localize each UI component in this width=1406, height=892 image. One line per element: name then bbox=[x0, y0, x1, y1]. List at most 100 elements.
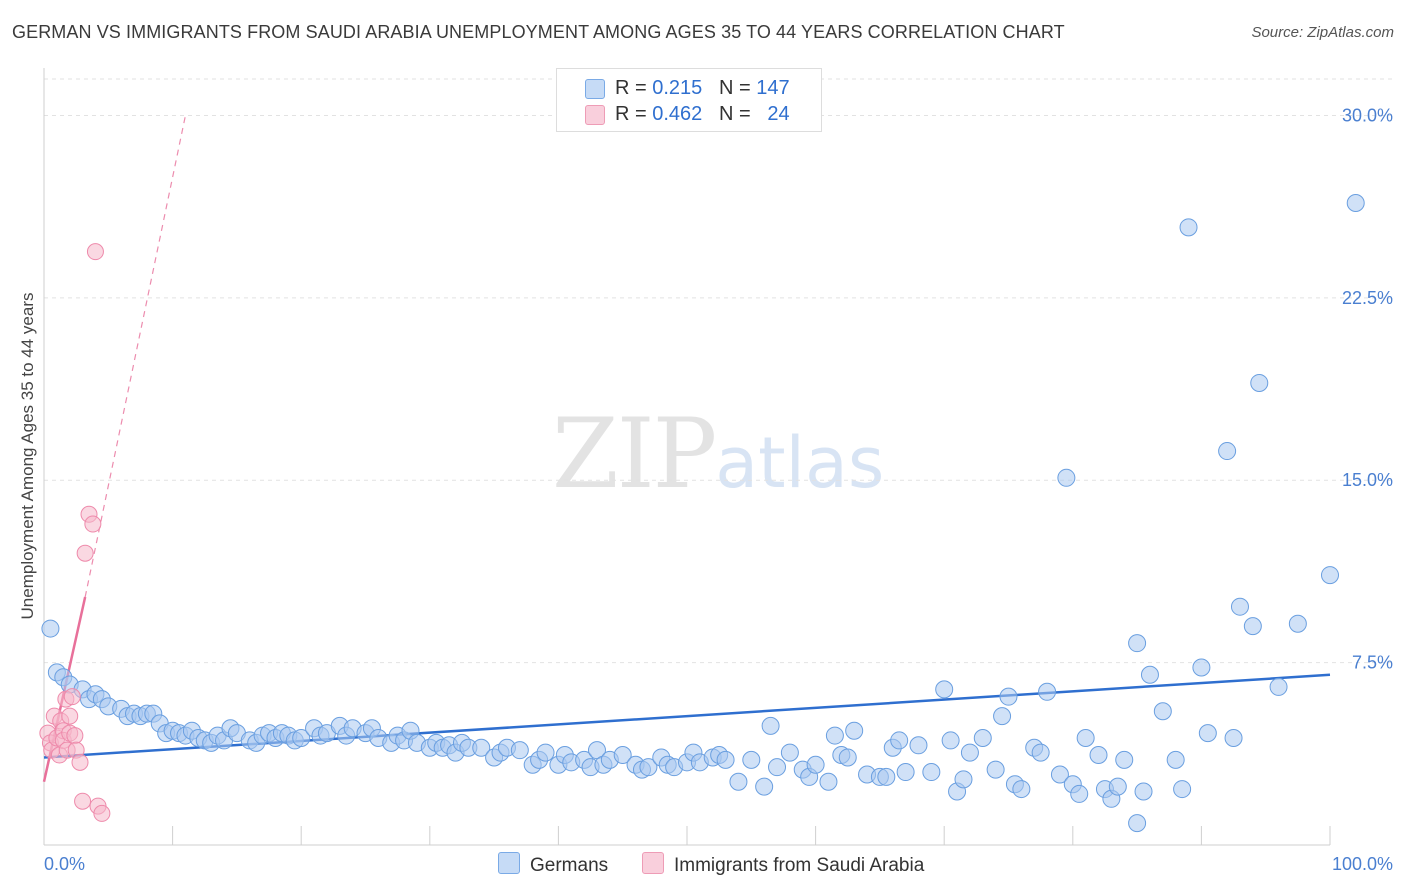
germans-point bbox=[993, 707, 1012, 726]
saudi-point bbox=[84, 515, 102, 533]
germans-point bbox=[780, 743, 799, 762]
germans-point bbox=[1269, 677, 1288, 696]
germans-point bbox=[41, 619, 60, 638]
saudi-point bbox=[71, 753, 89, 771]
germans-point bbox=[819, 772, 838, 791]
germans-point bbox=[768, 758, 787, 777]
germans-point bbox=[1346, 194, 1365, 213]
germans-point bbox=[1031, 743, 1050, 762]
germans-point bbox=[1057, 468, 1076, 487]
germans-points bbox=[41, 194, 1365, 833]
legend-r-label: R = bbox=[615, 103, 653, 125]
grid-lines bbox=[44, 78, 1392, 664]
germans-trend-line bbox=[43, 673, 1331, 759]
germans-point bbox=[716, 750, 735, 769]
germans-point bbox=[838, 748, 857, 767]
legend-swatch-germans bbox=[585, 79, 605, 99]
saudi-point bbox=[76, 544, 94, 562]
germans-point bbox=[1140, 665, 1159, 684]
legend-r-value: 0.462 bbox=[652, 103, 703, 125]
saudi-point bbox=[61, 707, 79, 725]
axes bbox=[43, 68, 1331, 846]
y-tick-label: 7.5% bbox=[1352, 653, 1393, 673]
germans-point bbox=[877, 767, 896, 786]
germans-point bbox=[755, 777, 774, 796]
bottom-legend-swatch-saudi bbox=[642, 852, 664, 874]
germans-point bbox=[1321, 566, 1339, 585]
germans-point bbox=[954, 770, 973, 789]
germans-point bbox=[1153, 702, 1172, 721]
germans-point bbox=[472, 738, 491, 757]
watermark-zip: ZIP bbox=[552, 398, 717, 510]
watermark: ZIPatlas bbox=[552, 398, 884, 510]
germans-point bbox=[1250, 373, 1269, 392]
germans-point bbox=[935, 680, 954, 699]
bottom-legend-label-germans: Germans bbox=[530, 855, 609, 876]
legend-r-label: R = bbox=[615, 77, 653, 99]
germans-point bbox=[1224, 729, 1243, 748]
germans-point bbox=[1050, 765, 1069, 784]
germans-point bbox=[761, 716, 780, 735]
legend-r-value: 0.215 bbox=[652, 77, 703, 99]
saudi-points bbox=[39, 243, 111, 822]
legend: R = 0.215 N = 147 R = 0.462 N = 24 bbox=[556, 68, 822, 132]
legend-swatch-saudi bbox=[585, 105, 605, 125]
germans-point bbox=[510, 741, 529, 760]
germans-point bbox=[999, 687, 1018, 706]
saudi-point bbox=[93, 804, 111, 822]
germans-point bbox=[613, 746, 632, 765]
saudi-trend-extension bbox=[84, 115, 187, 598]
germans-point bbox=[1134, 782, 1153, 801]
germans-point bbox=[825, 726, 844, 745]
germans-point bbox=[1230, 597, 1249, 616]
x-tick-label: 0.0% bbox=[44, 854, 85, 874]
germans-point bbox=[1179, 218, 1198, 237]
germans-point bbox=[292, 729, 311, 748]
germans-point bbox=[1198, 724, 1217, 743]
germans-point bbox=[973, 729, 992, 748]
germans-point bbox=[890, 731, 909, 750]
trend-lines bbox=[42, 115, 1331, 783]
germans-point bbox=[986, 760, 1005, 779]
germans-point bbox=[1070, 784, 1089, 803]
germans-point bbox=[639, 758, 658, 777]
germans-point bbox=[536, 743, 555, 762]
bottom-legend-germans: Germans bbox=[498, 852, 608, 877]
germans-point bbox=[909, 736, 928, 755]
source-label: Source: ZipAtlas.com bbox=[1251, 24, 1394, 41]
x-tick-label: 100.0% bbox=[1332, 854, 1393, 874]
chart-title: GERMAN VS IMMIGRANTS FROM SAUDI ARABIA U… bbox=[12, 22, 1065, 42]
y-tick-label: 30.0% bbox=[1342, 105, 1393, 125]
germans-point bbox=[1218, 442, 1237, 461]
germans-point bbox=[941, 731, 960, 750]
legend-n-label: N = bbox=[718, 77, 757, 99]
germans-point bbox=[1076, 729, 1095, 748]
germans-point bbox=[922, 763, 941, 782]
tick-labels: 7.5% 15.0% 22.5% 30.0% 0.0% 100.0% bbox=[44, 105, 1393, 874]
bottom-legend-saudi: Immigrants from Saudi Arabia bbox=[642, 852, 924, 877]
germans-point bbox=[896, 763, 915, 782]
watermark-atlas: atlas bbox=[715, 422, 885, 504]
germans-point bbox=[1166, 750, 1185, 769]
germans-point bbox=[1089, 746, 1108, 765]
germans-point bbox=[1173, 780, 1192, 799]
germans-point bbox=[1038, 682, 1057, 701]
germans-point bbox=[729, 772, 748, 791]
germans-point bbox=[806, 755, 825, 774]
saudi-point bbox=[63, 688, 81, 706]
germans-point bbox=[1243, 617, 1262, 636]
legend-n-label: N = bbox=[718, 103, 757, 125]
germans-point bbox=[1128, 814, 1147, 833]
y-tick-label: 22.5% bbox=[1342, 288, 1393, 308]
germans-point bbox=[1128, 634, 1147, 653]
saudi-point bbox=[86, 243, 104, 261]
germans-point bbox=[1108, 777, 1127, 796]
germans-point bbox=[742, 750, 761, 769]
germans-point bbox=[845, 721, 864, 740]
bottom-legend-label-saudi: Immigrants from Saudi Arabia bbox=[674, 855, 925, 876]
legend-n-value: 24 bbox=[767, 103, 790, 125]
germans-point bbox=[1192, 658, 1211, 677]
germans-point bbox=[1115, 750, 1134, 769]
legend-n-value: 147 bbox=[756, 77, 790, 99]
